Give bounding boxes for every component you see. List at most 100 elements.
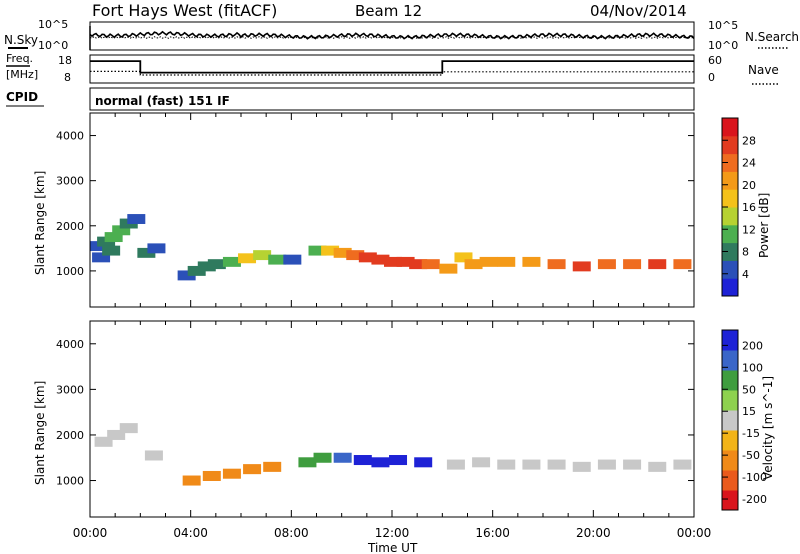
date-label: 04/Nov/2014 bbox=[590, 2, 687, 20]
data-cell bbox=[298, 457, 317, 468]
nsearch-label: N.Search bbox=[745, 30, 799, 44]
power-ylabel: Slant Range [km] bbox=[33, 171, 47, 275]
data-cell bbox=[497, 459, 516, 470]
colorbar-tick-label: 8 bbox=[742, 246, 749, 259]
x-tick-label: 20:00 bbox=[576, 526, 611, 540]
data-cell bbox=[623, 259, 642, 270]
data-cell bbox=[253, 250, 272, 261]
data-cell bbox=[497, 256, 516, 267]
x-tick-label: 08:00 bbox=[274, 526, 309, 540]
data-cell bbox=[454, 252, 473, 263]
colorbar-segment bbox=[722, 350, 738, 371]
noise-left-tick-top: 10^5 bbox=[38, 18, 68, 31]
colorbar-segment bbox=[722, 450, 738, 471]
cpid-panel bbox=[89, 87, 695, 111]
beam-label: Beam 12 bbox=[355, 2, 422, 20]
data-cell bbox=[479, 256, 498, 267]
freq-tick-top: 18 bbox=[58, 54, 72, 67]
data-cell bbox=[547, 259, 566, 270]
x-tick-label: 12:00 bbox=[375, 526, 410, 540]
noise-left-tick-bottom: 10^0 bbox=[38, 39, 68, 52]
figure-title: Fort Hays West (fitACF) bbox=[92, 1, 277, 20]
noise-right-tick-top: 10^5 bbox=[708, 19, 738, 32]
colorbar-tick-label: -50 bbox=[742, 449, 760, 462]
data-cell bbox=[112, 225, 131, 236]
colorbar-tick-label: 12 bbox=[742, 223, 756, 236]
colorbar-segment bbox=[722, 242, 738, 261]
data-cell bbox=[358, 252, 377, 263]
data-cell bbox=[222, 256, 241, 267]
colorbar-segment bbox=[722, 224, 738, 244]
data-cell bbox=[371, 457, 390, 468]
colorbar-segment bbox=[722, 189, 738, 208]
colorbar-segment bbox=[722, 153, 738, 172]
power-colorbar: 4 8 12 16 20 24 28 bbox=[721, 117, 756, 297]
data-cell bbox=[409, 259, 428, 270]
data-cell bbox=[268, 254, 287, 265]
data-cell bbox=[648, 461, 667, 472]
data-cell bbox=[94, 436, 113, 447]
y-tick-label: 1000 bbox=[56, 475, 84, 488]
colorbar-tick-label: -15 bbox=[742, 427, 760, 440]
data-cell bbox=[182, 475, 201, 486]
data-cell bbox=[384, 256, 402, 267]
data-cell bbox=[222, 468, 241, 479]
power-colorbar-label: Power [dB] bbox=[757, 193, 771, 258]
colorbar-segment bbox=[722, 470, 738, 491]
y-tick-label: 2000 bbox=[56, 429, 84, 442]
velocity-cells bbox=[94, 423, 692, 486]
data-cell bbox=[308, 245, 327, 256]
data-cell bbox=[389, 455, 408, 466]
freq-tick-bottom: 8 bbox=[64, 71, 71, 84]
data-cell bbox=[597, 259, 616, 270]
data-cell bbox=[673, 459, 692, 470]
data-cell bbox=[472, 457, 491, 468]
colorbar-segment bbox=[722, 260, 738, 279]
data-cell bbox=[648, 259, 667, 270]
noise-panel bbox=[89, 21, 695, 51]
data-cell bbox=[421, 259, 440, 270]
nsky-label: N.Sky bbox=[4, 33, 38, 47]
data-cell bbox=[371, 254, 390, 265]
data-cell bbox=[333, 452, 352, 463]
data-cell bbox=[107, 429, 126, 440]
data-cell bbox=[439, 263, 458, 274]
power-colorbar-ticks: 4 8 12 16 20 24 28 bbox=[722, 134, 756, 281]
colorbar-segment bbox=[722, 490, 738, 511]
colorbar-tick-label: 100 bbox=[742, 361, 763, 374]
data-cell bbox=[202, 470, 221, 481]
x-tick-label: 00:00 bbox=[677, 526, 712, 540]
colorbar-tick-label: -100 bbox=[742, 471, 767, 484]
power-panel: 1000 2000 3000 4000 bbox=[56, 112, 695, 308]
time-ut-label: Time UT bbox=[367, 541, 418, 554]
colorbar-segment bbox=[722, 390, 738, 411]
y-tick-label: 3000 bbox=[56, 383, 84, 396]
y-tick-label: 1000 bbox=[56, 265, 84, 278]
x-tick-label: 00:00 bbox=[73, 526, 108, 540]
data-cell bbox=[346, 250, 365, 261]
velocity-x-ticks: 00:00 04:00 08:00 12:00 16:00 20:00 00:00 bbox=[73, 321, 712, 540]
data-cell bbox=[396, 256, 415, 267]
noise-lines bbox=[89, 30, 695, 40]
data-cell bbox=[119, 423, 138, 434]
data-cell bbox=[597, 459, 616, 470]
data-cell bbox=[207, 259, 226, 270]
data-cell bbox=[144, 450, 163, 461]
data-cell bbox=[197, 261, 216, 272]
cpid-label: CPID bbox=[6, 90, 38, 104]
data-cell bbox=[243, 464, 262, 475]
nave-label: Nave bbox=[748, 63, 779, 77]
colorbar-segment bbox=[722, 370, 738, 391]
data-cell bbox=[263, 461, 282, 472]
data-cell bbox=[92, 252, 111, 263]
data-cell bbox=[522, 459, 541, 470]
colorbar-tick-label: -200 bbox=[742, 493, 767, 506]
colorbar-segment bbox=[722, 207, 738, 226]
data-cell bbox=[177, 270, 196, 281]
data-cell bbox=[673, 259, 692, 270]
cpid-text: normal (fast) 151 IF bbox=[95, 94, 230, 108]
y-tick-label: 4000 bbox=[56, 130, 84, 143]
data-cell bbox=[547, 459, 566, 470]
colorbar-segment bbox=[722, 330, 738, 351]
data-cell bbox=[147, 243, 166, 254]
